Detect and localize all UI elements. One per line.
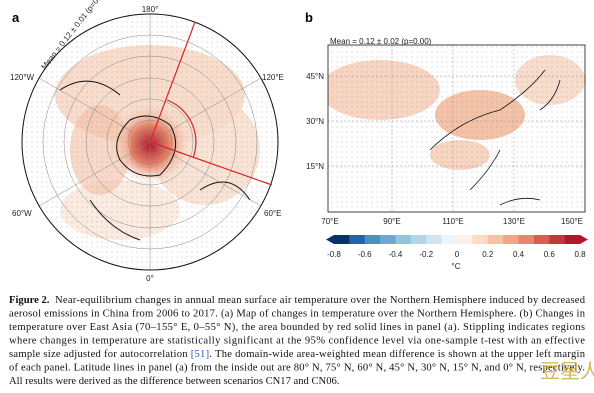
- lon-label: 70°E: [321, 217, 338, 226]
- colorbar-tick-label: -0.6: [358, 250, 372, 259]
- colorbar-swatch: [503, 235, 519, 244]
- caption-line: aerosol emissions in China from 2006 to …: [9, 309, 586, 320]
- mean-annotation: Mean = 0.12 ± 0.02 (p=0.00): [330, 37, 432, 46]
- colorbar-swatch: [472, 235, 489, 244]
- caption-label: Figure 2.: [9, 295, 50, 306]
- watermark: 豆星人: [540, 359, 594, 383]
- lon-label: 0°: [146, 274, 154, 283]
- panel-label: a: [12, 10, 20, 25]
- lon-label: 130°E: [503, 217, 525, 226]
- colorbar-tick-label: 0: [455, 250, 460, 259]
- caption-line: Near-equilibrium changes in annual mean …: [55, 295, 586, 306]
- lon-label: 150°E: [561, 217, 583, 226]
- colorbar-swatch: [380, 235, 396, 244]
- panel-label: b: [305, 10, 313, 25]
- colorbar-tick-label: 0.2: [482, 250, 494, 259]
- colorbar-swatch: [410, 235, 427, 244]
- colorbar-tick-label: 0.8: [574, 250, 586, 259]
- colorbar-swatch: [334, 235, 350, 244]
- colorbar-swatch: [426, 235, 442, 244]
- lon-label: 60°W: [12, 209, 32, 218]
- colorbar-tick-label: 0.6: [544, 250, 556, 259]
- colorbar-tick-label: -0.4: [389, 250, 403, 259]
- colorbar-swatch: [395, 235, 412, 244]
- colorbar-swatch: [549, 235, 565, 244]
- caption-text: sample size adjusted for autocorrelation: [9, 349, 190, 360]
- lon-label: 120°W: [10, 73, 35, 82]
- colorbar-swatch: [441, 235, 458, 244]
- colorbar-tick-label: 0.4: [513, 250, 525, 259]
- caption-line: where changes in temperature are statist…: [9, 336, 585, 347]
- colorbar-swatch: [518, 235, 535, 244]
- lat-label: 45°N: [306, 72, 324, 81]
- lon-label: 110°E: [442, 217, 463, 226]
- colorbar-end: [580, 235, 588, 244]
- colorbar-swatch: [533, 235, 550, 244]
- colorbar-tick-label: -0.2: [419, 250, 433, 259]
- colorbar: -0.8 -0.6 -0.4 -0.2 0 0.2 0.4 0.6 0.8: [326, 235, 588, 259]
- lon-label: 90°E: [383, 217, 400, 226]
- colorbar-swatch: [564, 235, 581, 244]
- lat-label: 15°N: [306, 162, 324, 171]
- caption-line: sample size adjusted for autocorrelation…: [9, 349, 586, 360]
- citation-link[interactable]: [51]: [191, 349, 209, 360]
- colorbar-swatch: [457, 235, 473, 244]
- colorbar-swatch: [487, 235, 504, 244]
- caption-line: temperature over East Asia (70–155° E, 0…: [9, 322, 585, 333]
- colorbar-tick-label: -0.8: [327, 250, 341, 259]
- lon-label: 60°E: [264, 209, 281, 218]
- caption-line: All results were derived as the differen…: [9, 376, 339, 387]
- lon-label: 180°: [142, 5, 159, 14]
- colorbar-end: [326, 235, 334, 244]
- regional-map: [327, 44, 586, 213]
- lon-label: 120°E: [262, 73, 284, 82]
- colorbar-unit: °C: [452, 262, 461, 271]
- polar-map: [21, 13, 279, 271]
- caption: Figure 2. Near-equilibrium changes in an…: [9, 295, 586, 387]
- caption-text: . The domain-wide area-weighted mean dif…: [209, 349, 585, 360]
- colorbar-swatch: [349, 235, 366, 244]
- lat-label: 30°N: [306, 117, 324, 126]
- colorbar-swatch: [364, 235, 381, 244]
- caption-line: of each panel. Latitude lines in panel (…: [9, 363, 585, 374]
